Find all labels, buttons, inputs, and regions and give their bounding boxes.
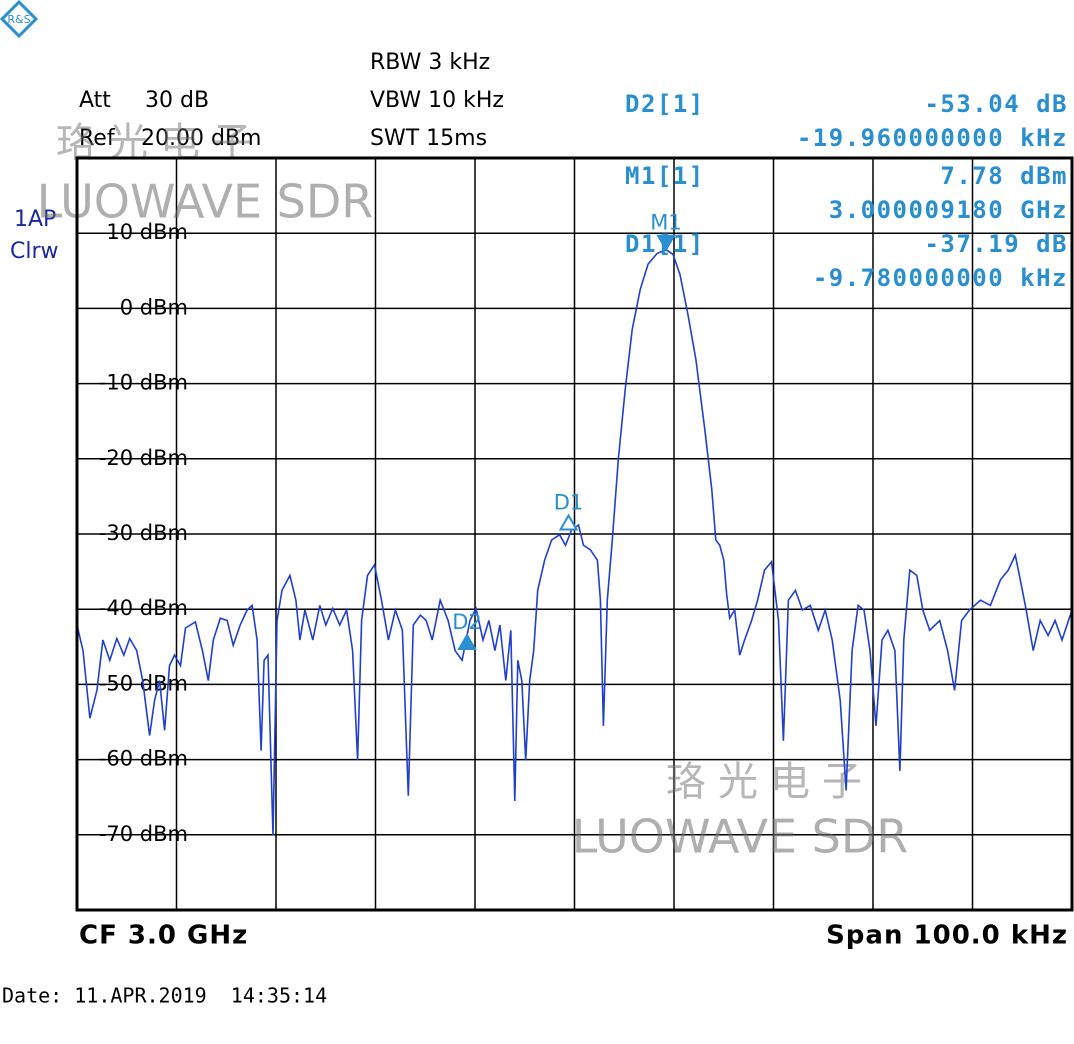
readout-value: -19.960000000 kHz: [797, 124, 1068, 152]
y-tick-label: 0 dBm: [120, 295, 188, 319]
span: Span 100.0 kHz: [826, 921, 1068, 951]
y-tick-label: 10 dBm: [106, 220, 188, 244]
y-tick-label: -20 dBm: [99, 446, 188, 470]
watermark-latin: LUOWAVE SDR: [572, 810, 908, 864]
readout-value: 7.78 dBm: [940, 162, 1068, 190]
watermark-latin: LUOWAVE SDR: [37, 175, 373, 229]
att-value: 30 dB: [145, 88, 209, 113]
readout-label: D2[1]: [625, 90, 705, 118]
marker-label: M1: [650, 211, 681, 235]
marker-label: D2: [452, 610, 482, 634]
logo: R&S: [0, 0, 39, 39]
swt: SWT 15ms: [370, 126, 487, 151]
y-tick-label: -60 dBm: [99, 747, 188, 771]
marker: [656, 234, 676, 252]
y-tick-label: -10 dBm: [99, 371, 188, 395]
ref-value: 20.00 dBm: [141, 126, 261, 151]
marker: [457, 633, 477, 651]
svg-text:R&S: R&S: [7, 13, 30, 26]
readout-label: D1[1]: [625, 230, 705, 258]
att-label: Att: [79, 88, 111, 113]
trace-detector: Clrw: [10, 239, 59, 264]
trace-mode: 1AP: [14, 207, 56, 232]
y-tick-label: -70 dBm: [99, 822, 188, 846]
y-tick-label: -40 dBm: [99, 596, 188, 620]
readout-value: -53.04 dB: [924, 90, 1068, 118]
watermark-chinese: 珞光电子: [666, 759, 874, 805]
center-frequency: CF 3.0 GHz: [79, 921, 248, 951]
trace: [77, 248, 1072, 836]
date: Date: 11.APR.2019 14:35:14: [2, 984, 327, 1008]
ref-label: Ref: [79, 126, 116, 151]
marker-label: D1: [554, 490, 584, 514]
rbw: RBW 3 kHz: [370, 50, 490, 75]
readout-label: M1[1]: [625, 162, 705, 190]
readout-value: -9.780000000 kHz: [813, 264, 1068, 292]
y-tick-label: -30 dBm: [99, 521, 188, 545]
plot-frame: [75, 156, 1074, 912]
marker: [558, 513, 579, 531]
readout-value: 3.000009180 GHz: [829, 196, 1068, 224]
vbw: VBW 10 kHz: [370, 88, 504, 113]
readout-value: -37.19 dB: [924, 230, 1068, 258]
